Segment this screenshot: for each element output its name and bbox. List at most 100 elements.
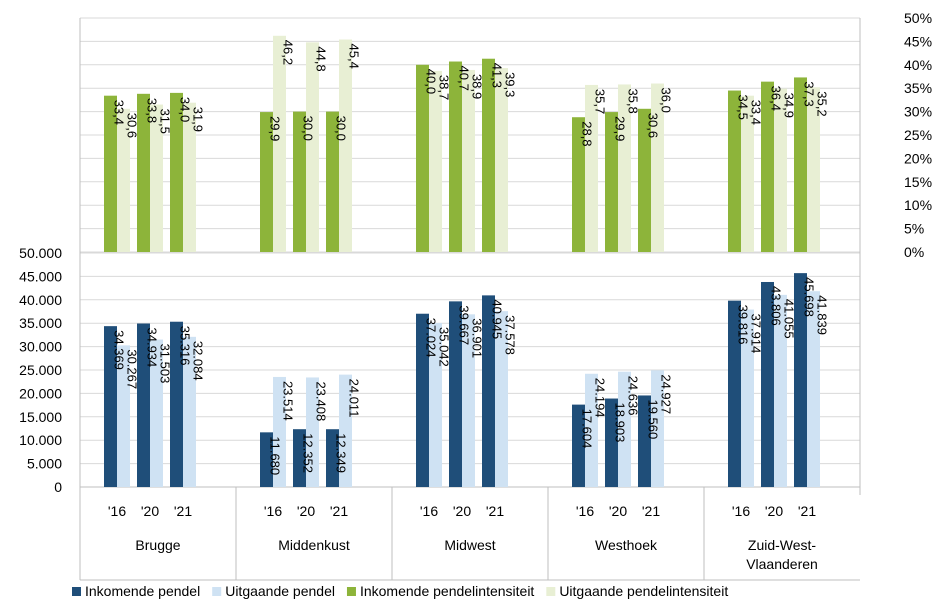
- uitgaande-pendelintensiteit-bar-data-label: 44,8: [314, 46, 329, 71]
- uitgaande-pendelintensiteit-bar-data-label: 38,9: [470, 74, 485, 99]
- inkomende-pendelintensiteit-bar-data-label: 36,4: [769, 86, 784, 111]
- year-tick-label: '21: [174, 503, 192, 519]
- uitgaande-pendelintensiteit-bar-data-label: 35,7: [593, 89, 608, 114]
- inkomende-pendelintensiteit-bar: [293, 111, 306, 252]
- uitgaande-pendel-bar: [495, 311, 508, 487]
- inkomende-pendelintensiteit-bar-data-label: 30,0: [334, 116, 349, 141]
- inkomende-pendel-bar-data-label: 12.352: [301, 433, 316, 473]
- category-label: Midwest: [444, 537, 495, 553]
- uitgaande-pendel-bar: [273, 376, 286, 487]
- uitgaande-pendel-bar: [651, 370, 664, 487]
- legend-label: Inkomende pendel: [85, 583, 200, 599]
- year-tick-label: '16: [264, 503, 282, 519]
- legend-swatch: [72, 587, 81, 596]
- inkomende-pendelintensiteit-bar-data-label: 40,0: [424, 69, 439, 94]
- inkomende-pendel-bar: [104, 326, 117, 487]
- uitgaande-pendelintensiteit-bar: [273, 35, 286, 253]
- bottom-y-tick-label: 35.000: [19, 315, 62, 331]
- inkomende-pendel-bar: [572, 404, 585, 487]
- uitgaande-pendelintensiteit-bar: [429, 70, 442, 252]
- inkomende-pendelintensiteit-bar: [482, 58, 495, 252]
- inkomende-pendel-bar: [137, 323, 150, 487]
- inkomende-pendel-bar-data-label: 17.604: [580, 409, 595, 449]
- year-tick-label: '20: [141, 503, 159, 519]
- top-y-tick-label: 40%: [904, 57, 932, 73]
- uitgaande-pendel-bar: [183, 336, 196, 487]
- uitgaande-pendel-bar: [585, 373, 598, 487]
- uitgaande-pendelintensiteit-bar: [651, 83, 664, 253]
- uitgaande-pendelintensiteit-bar-data-label: 36,0: [659, 88, 674, 113]
- inkomende-pendelintensiteit-bar: [104, 95, 117, 252]
- uitgaande-pendel-bar: [339, 374, 352, 487]
- inkomende-pendel-bar-data-label: 19.560: [646, 399, 661, 439]
- bottom-y-tick-label: 20.000: [19, 385, 62, 401]
- uitgaande-pendel-bar: [741, 309, 754, 487]
- legend-label: Inkomende pendelintensiteit: [360, 583, 534, 599]
- bottom-y-tick-label: 40.000: [19, 292, 62, 308]
- inkomende-pendelintensiteit-bar-data-label: 33,4: [112, 100, 127, 125]
- uitgaande-pendelintensiteit-bar: [495, 68, 508, 253]
- legend-swatch: [546, 587, 556, 596]
- uitgaande-pendel-bar: [618, 371, 631, 487]
- uitgaande-pendel-bar-data-label: 24.927: [659, 374, 674, 414]
- uitgaande-pendel-bar-data-label: 32.084: [191, 341, 206, 381]
- uitgaande-pendel-bar: [306, 377, 319, 487]
- inkomende-pendelintensiteit-bar-data-label: 29,9: [613, 116, 628, 141]
- inkomende-pendel-bar-data-label: 34.934: [145, 328, 160, 368]
- year-tick-label: '21: [798, 503, 816, 519]
- inkomende-pendelintensiteit-bar: [326, 111, 339, 252]
- uitgaande-pendel-bar-data-label: 37.578: [503, 315, 518, 355]
- inkomende-pendelintensiteit-bar-data-label: 41,3: [490, 63, 505, 88]
- inkomende-pendel-bar-data-label: 39.816: [736, 305, 751, 345]
- inkomende-pendel-bar-data-label: 11.680: [268, 436, 283, 475]
- inkomende-pendelintensiteit-bar: [728, 90, 741, 252]
- uitgaande-pendelintensiteit-bar-data-label: 46,2: [281, 40, 296, 65]
- uitgaande-pendelintensiteit-bar-data-label: 45,4: [347, 44, 362, 69]
- uitgaande-pendel-bar: [150, 339, 163, 487]
- uitgaande-pendel-bar-data-label: 35.042: [437, 327, 452, 367]
- year-tick-label: '16: [420, 503, 438, 519]
- uitgaande-pendel-bar-data-label: 41.839: [815, 295, 830, 335]
- uitgaande-pendelintensiteit-bar-data-label: 31,9: [191, 107, 206, 132]
- uitgaande-pendel-bar-data-label: 41.055: [782, 299, 797, 339]
- inkomende-pendelintensiteit-bar-data-label: 29,9: [268, 116, 283, 141]
- year-tick-label: '21: [486, 503, 504, 519]
- inkomende-pendel-bar: [326, 429, 339, 487]
- inkomende-pendel-bar-data-label: 37.024: [424, 318, 439, 358]
- top-y-tick-label: 10%: [904, 197, 932, 213]
- uitgaande-pendel-bar-data-label: 36.901: [470, 318, 485, 358]
- bottom-y-tick-label: 50.000: [19, 245, 62, 261]
- legend-label: Uitgaande pendelintensiteit: [559, 583, 728, 599]
- bottom-y-tick-label: 45.000: [19, 268, 62, 284]
- inkomende-pendelintensiteit-bar: [638, 108, 651, 253]
- inkomende-pendel-bar: [638, 395, 651, 487]
- year-tick-label: '21: [642, 503, 660, 519]
- inkomende-pendel-bar: [170, 321, 183, 487]
- uitgaande-pendelintensiteit-bar-data-label: 31,5: [158, 109, 173, 134]
- inkomende-pendelintensiteit-bar-data-label: 40,7: [457, 66, 472, 91]
- inkomende-pendelintensiteit-bar: [572, 117, 585, 252]
- category-label: Westhoek: [595, 537, 658, 553]
- year-tick-label: '16: [108, 503, 126, 519]
- uitgaande-pendelintensiteit-bar: [339, 39, 352, 252]
- inkomende-pendelintensiteit-bar-data-label: 37,3: [802, 81, 817, 106]
- legend-label: Uitgaande pendel: [225, 583, 335, 599]
- inkomende-pendel-bar-data-label: 12.349: [334, 433, 349, 473]
- uitgaande-pendelintensiteit-bar-data-label: 38,7: [437, 75, 452, 100]
- uitgaande-pendelintensiteit-bar: [183, 102, 196, 252]
- bottom-y-tick-label: 15.000: [19, 409, 62, 425]
- inkomende-pendelintensiteit-bar-data-label: 33,8: [145, 98, 160, 123]
- year-tick-label: '20: [453, 503, 471, 519]
- uitgaande-pendel-bar-data-label: 24.636: [626, 376, 641, 416]
- inkomende-pendel-bar: [728, 300, 741, 487]
- category-label: Brugge: [135, 537, 180, 553]
- uitgaande-pendel-bar-data-label: 24.011: [347, 379, 362, 418]
- bottom-y-tick-label: 10.000: [19, 432, 62, 448]
- inkomende-pendelintensiteit-bar-data-label: 34,5: [736, 95, 751, 120]
- category-label: Vlaanderen: [746, 556, 818, 572]
- uitgaande-pendelintensiteit-bar: [585, 84, 598, 252]
- category-label: Middenkust: [278, 537, 350, 553]
- uitgaande-pendel-bar-data-label: 24.194: [593, 378, 608, 418]
